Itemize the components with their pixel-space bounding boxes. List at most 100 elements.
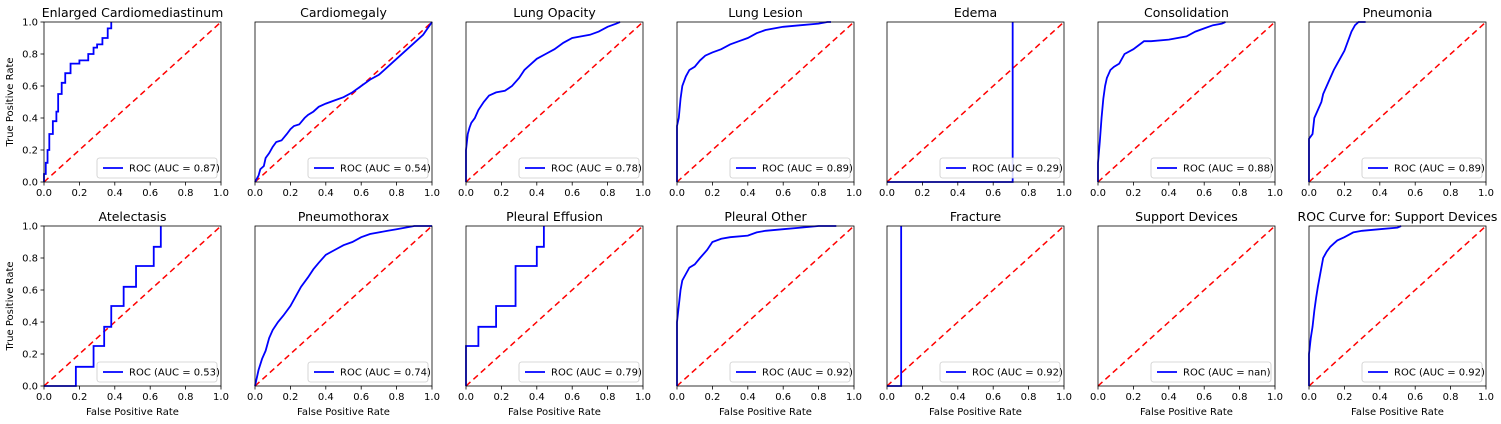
x-tick-label: 0.8 <box>1021 188 1037 199</box>
subplot-title: Enlarged Cardiomediastinum <box>42 5 224 20</box>
x-tick-label: 0.4 <box>1372 188 1388 199</box>
legend-box <box>729 361 851 383</box>
legend-box <box>96 361 218 383</box>
y-tick-label: 0.0 <box>22 382 38 393</box>
x-tick-label: 0.0 <box>1301 392 1317 403</box>
subplot-title: ROC Curve for: Support Devices <box>1298 209 1498 224</box>
legend-box <box>729 157 851 179</box>
x-tick-label: 0.4 <box>529 188 545 199</box>
x-tick-label: 0.8 <box>1021 392 1037 403</box>
x-axis-label: False Positive Rate <box>297 407 390 418</box>
x-tick-label: 0.0 <box>1090 188 1106 199</box>
subplot: ROC Curve for: Support Devices 0.0 0.2 0.4 0… <box>1298 209 1498 418</box>
x-tick-label: 0.4 <box>1161 392 1177 403</box>
y-tick-label: 1.0 <box>22 222 38 233</box>
roc-curve <box>254 21 433 183</box>
x-tick-label: 0.8 <box>178 188 194 199</box>
legend-box <box>1361 361 1483 383</box>
x-tick-label: 0.6 <box>1196 188 1212 199</box>
x-tick-label: 0.8 <box>811 188 827 199</box>
x-tick-label: 0.2 <box>493 392 509 403</box>
x-tick-label: 0.8 <box>389 188 405 199</box>
roc-curve <box>254 225 432 387</box>
x-tick-label: 0.2 <box>282 188 298 199</box>
legend-box <box>1150 157 1272 179</box>
roc-curve <box>465 21 621 182</box>
legend-box <box>307 361 429 383</box>
legend: ROC (AUC = 0.92) <box>939 361 1063 383</box>
x-tick-label: 0.8 <box>811 392 827 403</box>
legend-box <box>96 157 218 179</box>
x-tick-label: 0.8 <box>178 392 194 403</box>
x-tick-label: 1.0 <box>846 392 862 403</box>
y-tick-label: 0.2 <box>22 350 38 361</box>
x-tick-label: 0.2 <box>704 392 720 403</box>
x-tick-label: 1.0 <box>213 188 229 199</box>
legend-box <box>939 361 1061 383</box>
subplot-title: Lung Lesion <box>728 5 803 20</box>
x-tick-label: 1.0 <box>1478 392 1494 403</box>
roc-curve <box>1308 21 1366 182</box>
subplot: Pleural Effusion 0.0 0.2 0.4 0.6 0.8 1.0 False … <box>458 209 651 418</box>
x-tick-label: 1.0 <box>1478 188 1494 199</box>
x-tick-label: 0.2 <box>914 392 930 403</box>
x-tick-label: 1.0 <box>213 392 229 403</box>
x-tick-label: 0.6 <box>1407 392 1423 403</box>
x-tick-label: 1.0 <box>635 188 651 199</box>
x-tick-label: 1.0 <box>846 188 862 199</box>
x-tick-label: 0.4 <box>740 392 756 403</box>
subplot: Pneumonia 0.0 0.2 0.4 0.6 0.8 1.0 ROC (AUC = 0.… <box>1301 5 1494 199</box>
x-tick-label: 1.0 <box>1267 392 1283 403</box>
x-tick-label: 0.0 <box>458 392 474 403</box>
subplot-title: Pleural Effusion <box>506 209 603 224</box>
legend-box <box>307 157 429 179</box>
x-tick-label: 0.2 <box>71 392 87 403</box>
y-axis-label: True Positive Rate <box>5 261 16 351</box>
x-tick-label: 0.4 <box>1161 188 1177 199</box>
legend-label: ROC (AUC = 0.92) <box>762 368 853 379</box>
x-tick-label: 0.6 <box>775 392 791 403</box>
x-tick-label: 0.0 <box>1301 188 1317 199</box>
axes-frame <box>254 225 433 387</box>
subplot-title: Support Devices <box>1135 209 1238 224</box>
x-tick-label: 0.0 <box>247 188 263 199</box>
x-tick-label: 0.4 <box>950 392 966 403</box>
legend-label: ROC (AUC = 0.54) <box>340 164 431 175</box>
legend-label: ROC (AUC = 0.78) <box>551 164 642 175</box>
x-tick-label: 0.2 <box>1336 188 1352 199</box>
legend: ROC (AUC = 0.53) <box>96 361 220 383</box>
x-axis-label: False Positive Rate <box>719 407 812 418</box>
x-tick-label: 0.4 <box>740 188 756 199</box>
axes-frame <box>886 225 1065 387</box>
x-tick-label: 0.8 <box>1443 392 1459 403</box>
x-tick-label: 0.8 <box>1232 188 1248 199</box>
x-tick-label: 0.2 <box>1336 392 1352 403</box>
x-tick-label: 0.8 <box>600 392 616 403</box>
subplot: Support Devices 0.0 0.2 0.4 0.6 0.8 1.0 False P… <box>1090 209 1283 418</box>
subplot: Cardiomegaly 0.0 0.2 0.4 0.6 0.8 1.0 ROC (AUC =… <box>247 5 440 199</box>
x-tick-label: 0.4 <box>107 188 123 199</box>
x-tick-label: 0.2 <box>493 188 509 199</box>
x-tick-label: 0.6 <box>985 188 1001 199</box>
x-tick-label: 0.8 <box>600 188 616 199</box>
x-tick-label: 0.6 <box>142 392 158 403</box>
y-tick-label: 0.8 <box>22 254 38 265</box>
roc-curve <box>1097 21 1226 182</box>
x-tick-label: 0.4 <box>318 392 334 403</box>
subplot-title: Edema <box>954 5 997 20</box>
subplot-title: Pneumonia <box>1363 5 1433 20</box>
axes-frame <box>43 225 222 387</box>
roc-curve <box>1308 225 1402 386</box>
x-tick-label: 0.4 <box>950 188 966 199</box>
x-tick-label: 0.0 <box>879 392 895 403</box>
legend-label: ROC (AUC = 0.87) <box>129 164 220 175</box>
y-tick-label: 0.2 <box>22 146 38 157</box>
subplot: Lung Lesion 0.0 0.2 0.4 0.6 0.8 1.0 ROC (AUC = … <box>669 5 862 199</box>
subplot: Lung Opacity 0.0 0.2 0.4 0.6 0.8 1.0 ROC (AUC =… <box>458 5 651 199</box>
legend-label: ROC (AUC = 0.88) <box>1183 164 1274 175</box>
roc-curve <box>465 226 545 386</box>
legend-label: ROC (AUC = 0.53) <box>129 368 220 379</box>
subplot-title: Lung Opacity <box>513 5 596 20</box>
x-tick-label: 1.0 <box>635 392 651 403</box>
x-tick-label: 0.0 <box>458 188 474 199</box>
